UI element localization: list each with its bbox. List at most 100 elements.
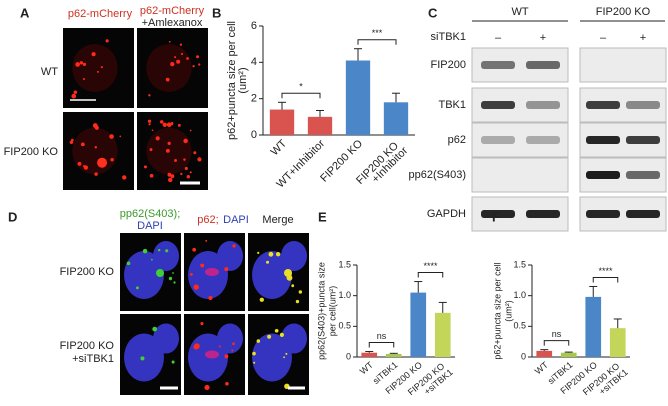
puncta xyxy=(259,297,264,302)
puncta xyxy=(148,94,151,97)
band xyxy=(526,136,560,144)
puncta xyxy=(284,269,292,277)
band xyxy=(481,101,515,109)
puncta xyxy=(151,129,154,132)
cell-outline xyxy=(72,44,118,92)
puncta xyxy=(275,251,281,257)
puncta xyxy=(253,361,256,364)
puncta xyxy=(208,295,213,301)
nucleus xyxy=(281,323,307,354)
bar xyxy=(361,352,378,357)
significance-bracket xyxy=(543,340,570,346)
puncta xyxy=(82,77,85,81)
puncta xyxy=(267,334,272,339)
puncta xyxy=(171,360,175,364)
column-label: DAPI xyxy=(137,220,163,232)
significance-label: ns xyxy=(377,331,387,341)
puncta xyxy=(165,249,169,253)
puncta xyxy=(77,161,82,166)
column-label: Merge xyxy=(262,214,293,226)
puncta xyxy=(291,284,295,288)
puncta xyxy=(94,125,99,130)
panel-label: F xyxy=(492,209,500,224)
row-label: p62 xyxy=(448,134,466,146)
puncta xyxy=(83,165,89,170)
bar xyxy=(585,296,602,357)
panel-label: B xyxy=(212,5,221,20)
row-label: +siTBK1 xyxy=(72,353,114,365)
blot xyxy=(471,87,569,123)
puncta xyxy=(105,39,109,43)
puncta xyxy=(192,247,197,252)
column-label: +Amlexanox xyxy=(142,17,203,29)
y-axis-label: per cell(um²) xyxy=(327,286,337,337)
puncta xyxy=(151,258,153,261)
puncta xyxy=(205,268,219,276)
puncta xyxy=(149,148,153,152)
band xyxy=(586,171,620,179)
puncta xyxy=(94,172,98,176)
blot xyxy=(471,157,569,193)
bar xyxy=(269,109,295,135)
nucleus xyxy=(252,251,292,299)
puncta xyxy=(100,66,103,69)
y-tick-label: 1.5 xyxy=(513,259,526,269)
puncta xyxy=(165,77,170,82)
puncta xyxy=(180,52,184,56)
y-tick-label: 0.5 xyxy=(513,321,526,331)
band xyxy=(526,61,560,69)
blot xyxy=(579,47,667,83)
puncta xyxy=(266,260,270,264)
puncta xyxy=(186,175,190,179)
x-tick-label: WT xyxy=(269,137,290,158)
puncta xyxy=(165,148,170,153)
puncta xyxy=(82,62,87,66)
y-tick-label: 0 xyxy=(521,351,526,361)
puncta xyxy=(96,70,99,73)
puncta xyxy=(224,267,229,272)
blot xyxy=(471,122,569,158)
significance-bracket xyxy=(417,272,444,278)
y-tick-label: 0.5 xyxy=(338,321,351,331)
puncta xyxy=(189,129,192,132)
puncta xyxy=(155,136,160,141)
band xyxy=(481,210,515,218)
row-label: GAPDH xyxy=(427,208,466,220)
nucleus xyxy=(217,323,243,354)
y-axis-label: pp62(S403)+puncta size xyxy=(316,262,326,360)
puncta xyxy=(80,142,85,147)
y-tick-label: 4 xyxy=(251,56,257,68)
puncta xyxy=(73,90,78,94)
nucleus xyxy=(153,323,179,354)
puncta xyxy=(157,248,161,252)
puncta xyxy=(147,119,152,123)
y-tick-label: 6 xyxy=(251,20,257,32)
puncta xyxy=(224,354,229,359)
puncta xyxy=(257,251,260,254)
puncta xyxy=(142,248,148,254)
puncta xyxy=(156,269,164,277)
puncta xyxy=(166,122,172,128)
row-label: FIP200 KO xyxy=(60,340,115,352)
puncta xyxy=(168,40,171,43)
band xyxy=(586,136,620,144)
column-label: DAPI xyxy=(223,214,249,226)
panel-label: A xyxy=(20,5,30,20)
puncta xyxy=(274,328,279,333)
puncta xyxy=(183,138,188,144)
y-axis-label: p62+puncta size per cell xyxy=(226,21,238,140)
puncta xyxy=(162,122,167,127)
significance-label: **** xyxy=(423,261,438,271)
row-label: WT xyxy=(41,66,58,78)
row-label: FIP200 xyxy=(431,59,466,71)
puncta xyxy=(196,55,200,59)
y-tick-label: 0 xyxy=(251,129,257,141)
bar xyxy=(434,312,451,357)
puncta xyxy=(205,350,219,359)
puncta xyxy=(231,349,234,352)
puncta xyxy=(149,173,154,178)
puncta xyxy=(192,64,195,68)
nucleus xyxy=(217,241,243,271)
row-label: pp62(S403) xyxy=(409,169,467,181)
band xyxy=(481,136,515,144)
